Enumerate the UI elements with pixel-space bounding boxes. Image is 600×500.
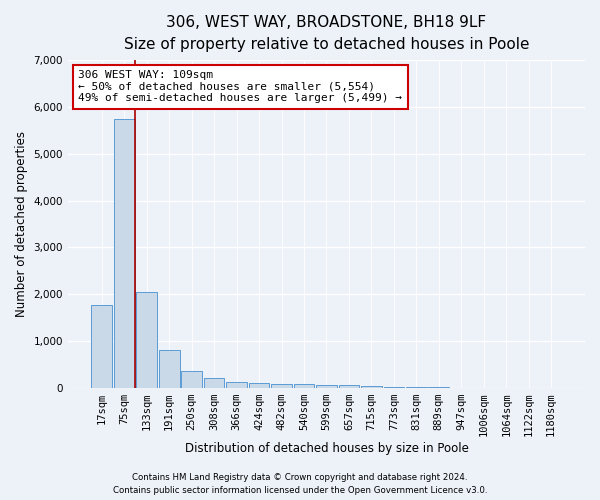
Bar (159, 350, 179, 388)
Bar (293, 384, 314, 388)
Bar (249, 383, 269, 388)
Text: 306 WEST WAY: 109sqm
← 50% of detached houses are smaller (5,554)
49% of semi-de: 306 WEST WAY: 109sqm ← 50% of detached h… (78, 70, 402, 103)
Bar (383, 387, 404, 388)
Bar (204, 378, 224, 388)
Title: 306, WEST WAY, BROADSTONE, BH18 9LF
Size of property relative to detached houses: 306, WEST WAY, BROADSTONE, BH18 9LF Size… (124, 15, 529, 52)
Text: Contains HM Land Registry data © Crown copyright and database right 2024.
Contai: Contains HM Land Registry data © Crown c… (113, 474, 487, 495)
X-axis label: Distribution of detached houses by size in Poole: Distribution of detached houses by size … (185, 442, 469, 455)
Bar (361, 386, 382, 388)
Bar (316, 385, 337, 388)
Bar (181, 372, 202, 388)
Bar (226, 382, 247, 388)
Bar (271, 384, 292, 388)
Bar (114, 119, 134, 388)
Bar (136, 292, 157, 388)
Bar (91, 306, 112, 388)
Bar (338, 386, 359, 388)
Y-axis label: Number of detached properties: Number of detached properties (15, 131, 28, 317)
